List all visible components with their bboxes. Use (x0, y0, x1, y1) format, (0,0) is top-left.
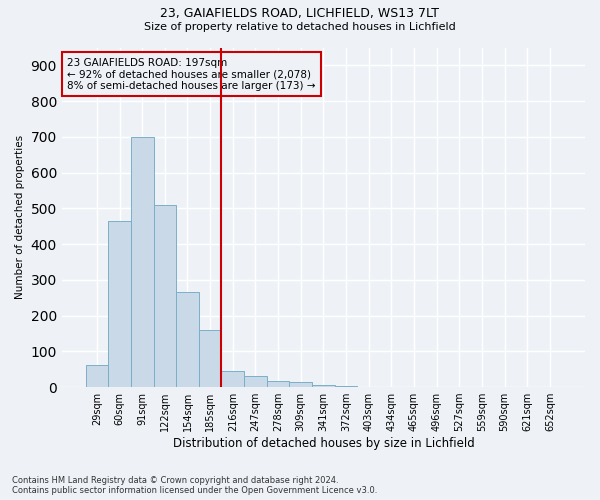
Bar (176, 292, 199, 387)
X-axis label: Distribution of detached houses by size in Lichfield: Distribution of detached houses by size … (173, 437, 474, 450)
Bar (289, 382, 312, 387)
Bar (335, 386, 358, 387)
Text: Contains HM Land Registry data © Crown copyright and database right 2024.
Contai: Contains HM Land Registry data © Crown c… (12, 476, 377, 495)
Bar (267, 382, 289, 387)
Bar (199, 330, 221, 387)
Bar (131, 137, 154, 387)
Text: 23, GAIAFIELDS ROAD, LICHFIELD, WS13 7LT: 23, GAIAFIELDS ROAD, LICHFIELD, WS13 7LT (161, 8, 439, 20)
Bar (108, 221, 131, 387)
Bar (312, 386, 335, 387)
Bar (154, 205, 176, 387)
Bar (221, 371, 244, 387)
Bar (244, 376, 267, 387)
Y-axis label: Number of detached properties: Number of detached properties (15, 135, 25, 300)
Bar (86, 364, 108, 387)
Text: Size of property relative to detached houses in Lichfield: Size of property relative to detached ho… (144, 22, 456, 32)
Text: 23 GAIAFIELDS ROAD: 197sqm
← 92% of detached houses are smaller (2,078)
8% of se: 23 GAIAFIELDS ROAD: 197sqm ← 92% of deta… (67, 58, 316, 91)
